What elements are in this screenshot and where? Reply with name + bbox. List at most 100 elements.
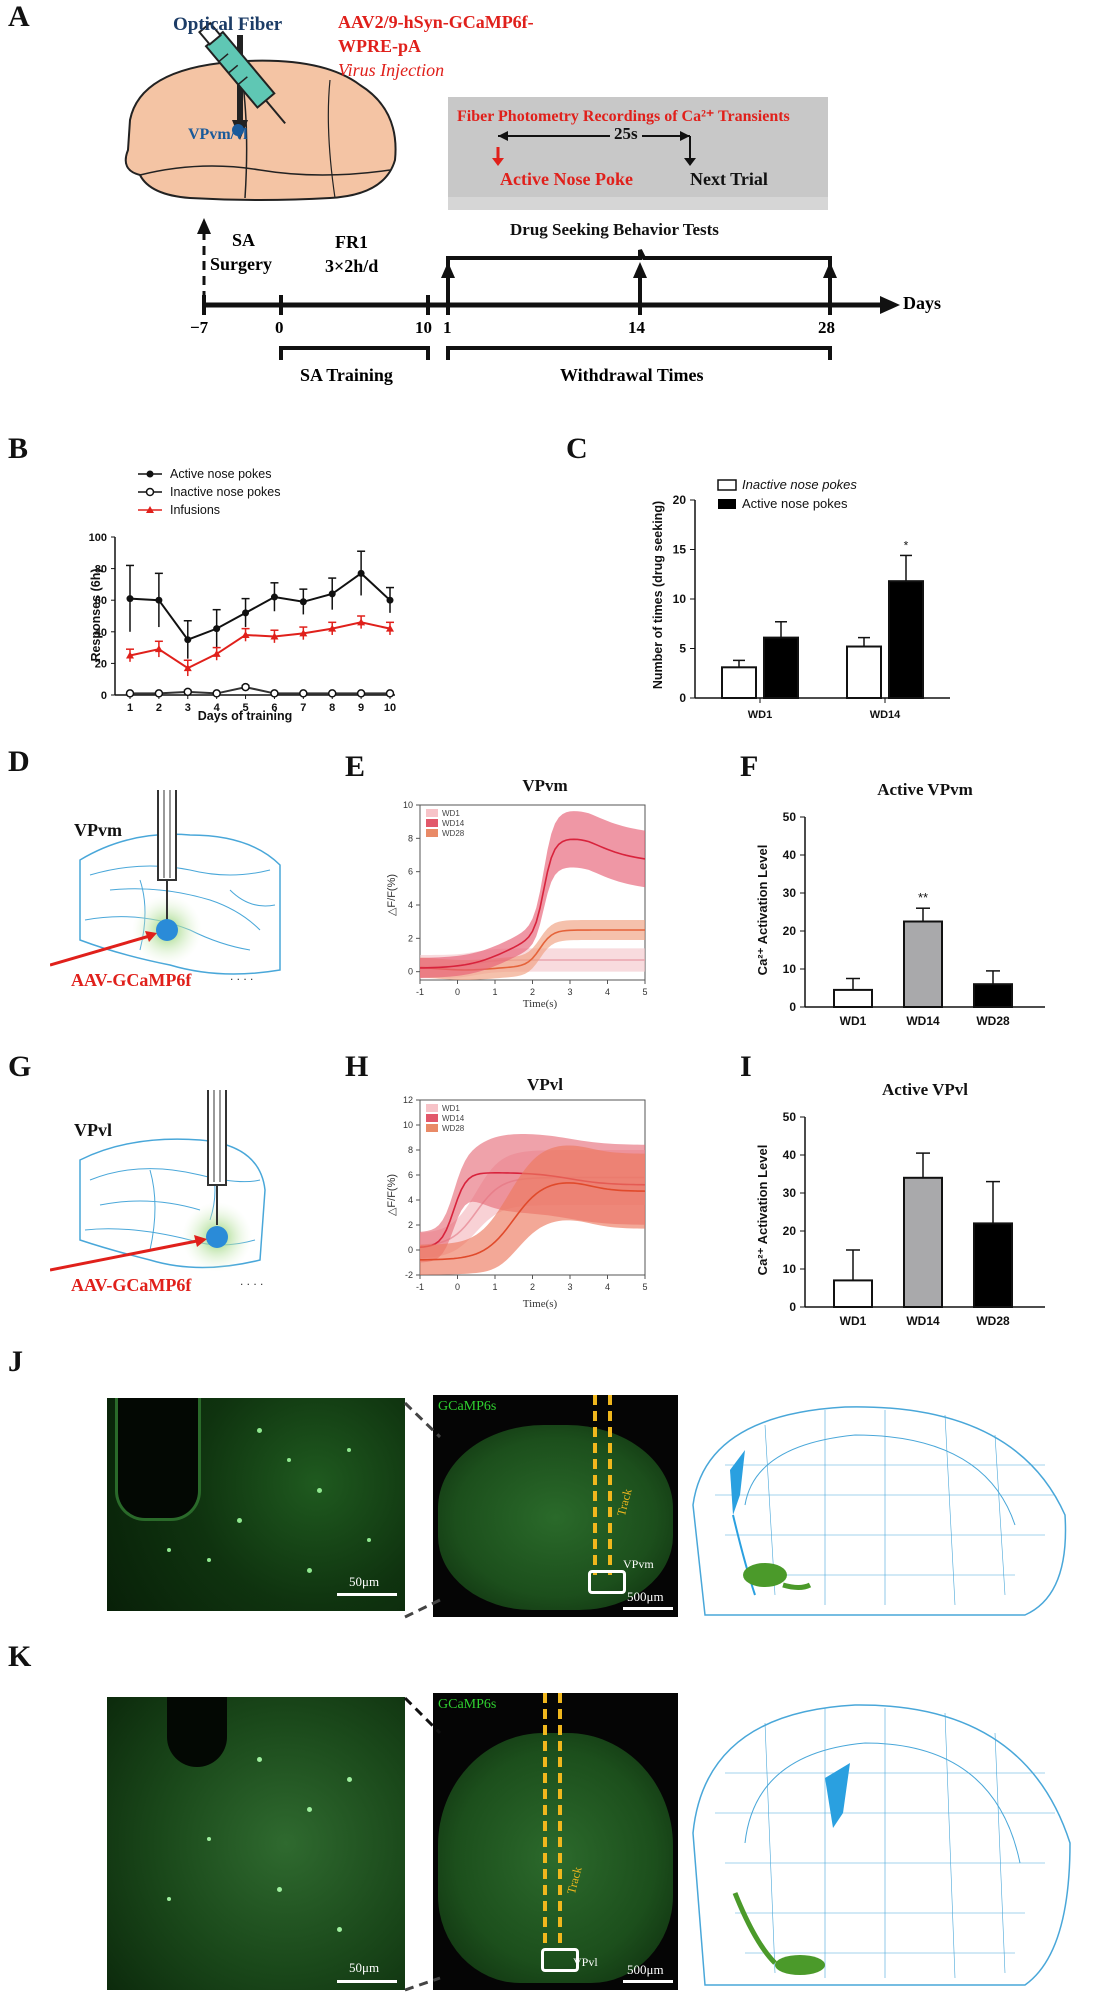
micrograph-k-zoom: 50μm [107,1697,405,1990]
region-label: VPvl [573,1955,598,1969]
axis-title: Ca²⁺ Activation Level [755,1145,770,1276]
tick-label: 2 [530,987,535,997]
micrograph-k-section: GCaMP6s Track VPvl 500μm [433,1693,678,1990]
error-band [420,1145,645,1275]
tick-label: 15 [673,543,687,557]
tick-label: 20 [783,924,797,938]
data-point [241,630,250,638]
surgery-label: Surgery [210,254,272,274]
tick-label: WD28 [976,1014,1010,1025]
chart-c: Inactive nose pokes Active nose pokes 0 5… [651,477,950,721]
data-point [357,569,365,577]
tick-label: 28 [818,318,835,337]
legend-text: Active nose pokes [170,467,271,481]
data-point [270,632,279,640]
data-point [242,609,250,617]
data-point [357,618,366,626]
significance-marker: * [904,538,909,552]
data-point [299,689,308,698]
tick-label: WD14 [906,1014,940,1025]
panel-label-i: I [740,1050,752,1083]
series-line [129,621,391,670]
tick-label: 10 [783,1262,797,1276]
tick-label: 0 [275,318,284,337]
series-line [130,686,390,695]
box-interval: 25s [610,124,642,144]
virus-line2: WPRE-pA [338,36,422,56]
gcamp-label: GCaMP6s [438,1399,497,1414]
micrograph-j-zoom: 50μm [107,1398,405,1611]
syringe-icon [198,21,286,125]
data-point [125,689,135,698]
panel-label-e: E [345,750,366,783]
data-point [126,595,134,603]
region-label: VPvm [623,1557,654,1571]
tick-label: 4 [605,987,610,997]
virus-line3: Virus Injection [338,60,445,80]
axis-title: Number of times (drug seeking) [651,501,665,689]
chart-title: Active VPvm [877,780,973,799]
panel-label-a: A [8,0,30,33]
tick-label: 0 [789,1000,796,1014]
tick-label: WD28 [976,1314,1010,1325]
tick-label: -1 [416,1282,424,1292]
panel-label-h: H [345,1050,369,1083]
trace-line [419,1182,646,1261]
box-active: Active Nose Poke [500,169,633,189]
tick-label: 4 [605,1282,610,1292]
days-label: Days [903,293,942,313]
tick-label: 10 [403,800,413,810]
tick-label: 3 [567,987,572,997]
data-point [183,687,193,697]
data-point [213,625,221,633]
data-point [184,636,192,644]
data-point [299,629,308,637]
data-point [386,596,394,604]
tick-label: 10 [783,962,797,976]
legend-text: WD28 [442,1124,465,1133]
legend-swatch [426,819,438,827]
error-band [420,811,645,978]
panel-k-atlas [692,1704,1071,1986]
chart-title: VPvl [527,1075,563,1094]
axis-title: Responses (6h) [89,568,103,661]
tick-label: 0 [679,691,686,705]
tick-label: 10 [673,592,687,606]
panel-label-d: D [8,745,30,778]
data-point [241,682,250,692]
series-line [129,572,391,641]
tick-label: 0 [455,987,460,997]
tick-label: 30 [783,1186,797,1200]
tick-label: 14 [628,318,645,337]
tick-label: 60 [95,595,107,607]
chart-f: Active VPvm 0 10 20 30 40 50 WD1 WD14 ** WD28 Ca²… [755,780,1045,1025]
withdrawal-label: Withdrawal Times [560,365,704,385]
axis-title: △F/F(%) [386,1174,398,1216]
tick-label: 6 [408,1170,413,1180]
svg-text:. . . .: . . . . [230,969,253,983]
sa-label: SA [232,230,256,250]
tick-label: 0 [455,1282,460,1292]
chart-title: VPvm [522,776,567,795]
tick-label: -1 [416,987,424,997]
data-point [328,590,336,598]
bar [833,1279,873,1308]
bar [903,920,943,1008]
axis-title: △F/F(%) [386,874,398,916]
tick-label: 8 [329,702,335,714]
legend-text: WD14 [442,819,465,828]
tick-label: 12 [403,1095,413,1105]
tick-label: 10 [415,318,432,337]
schedule-label: 3×2h/d [325,256,379,276]
legend-text: Inactive nose pokes [742,477,857,492]
data-point [212,649,221,657]
chart-title: Active VPvl [882,1080,968,1099]
data-point [328,624,337,632]
data-point [270,593,278,601]
legend-swatch [426,1104,438,1112]
svg-text:. . . .: . . . . [240,1274,263,1288]
legend-text: WD28 [442,829,465,838]
panel-label-j: J [8,1345,23,1378]
legend-swatch [426,1124,438,1132]
tick-label: 9 [358,702,364,714]
